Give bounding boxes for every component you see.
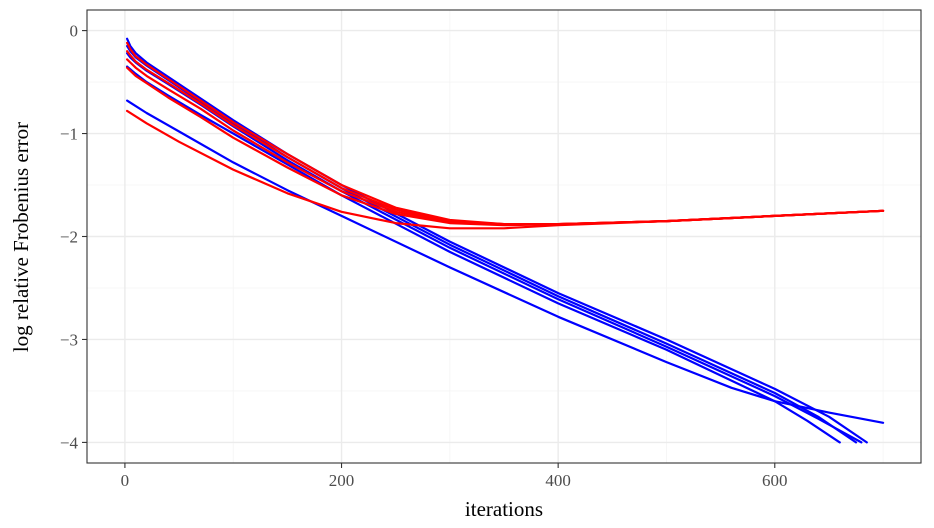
y-tick-label: −4 (60, 433, 79, 452)
x-tick-label: 600 (762, 471, 788, 490)
x-axis-title: iterations (465, 497, 543, 521)
x-tick-label: 400 (545, 471, 571, 490)
series-line-10 (126, 109, 885, 230)
x-axis-ticks: 0 200 400 600 (121, 463, 788, 490)
series-line-3 (126, 52, 863, 444)
y-tick-label: −1 (60, 125, 78, 144)
series-line-1 (126, 37, 868, 444)
x-tick-label: 0 (121, 471, 130, 490)
y-tick-label: −3 (60, 330, 78, 349)
grid (87, 10, 921, 463)
series-line-9 (126, 66, 885, 227)
y-tick-label: 0 (70, 22, 79, 41)
series-lines (126, 37, 885, 444)
series-line-5 (126, 99, 885, 424)
y-axis-title: log relative Frobenius error (9, 122, 33, 352)
x-tick-label: 200 (329, 471, 355, 490)
y-tick-label: −2 (60, 228, 78, 247)
y-axis-ticks: 0 −1 −2 −3 −4 (60, 22, 87, 452)
